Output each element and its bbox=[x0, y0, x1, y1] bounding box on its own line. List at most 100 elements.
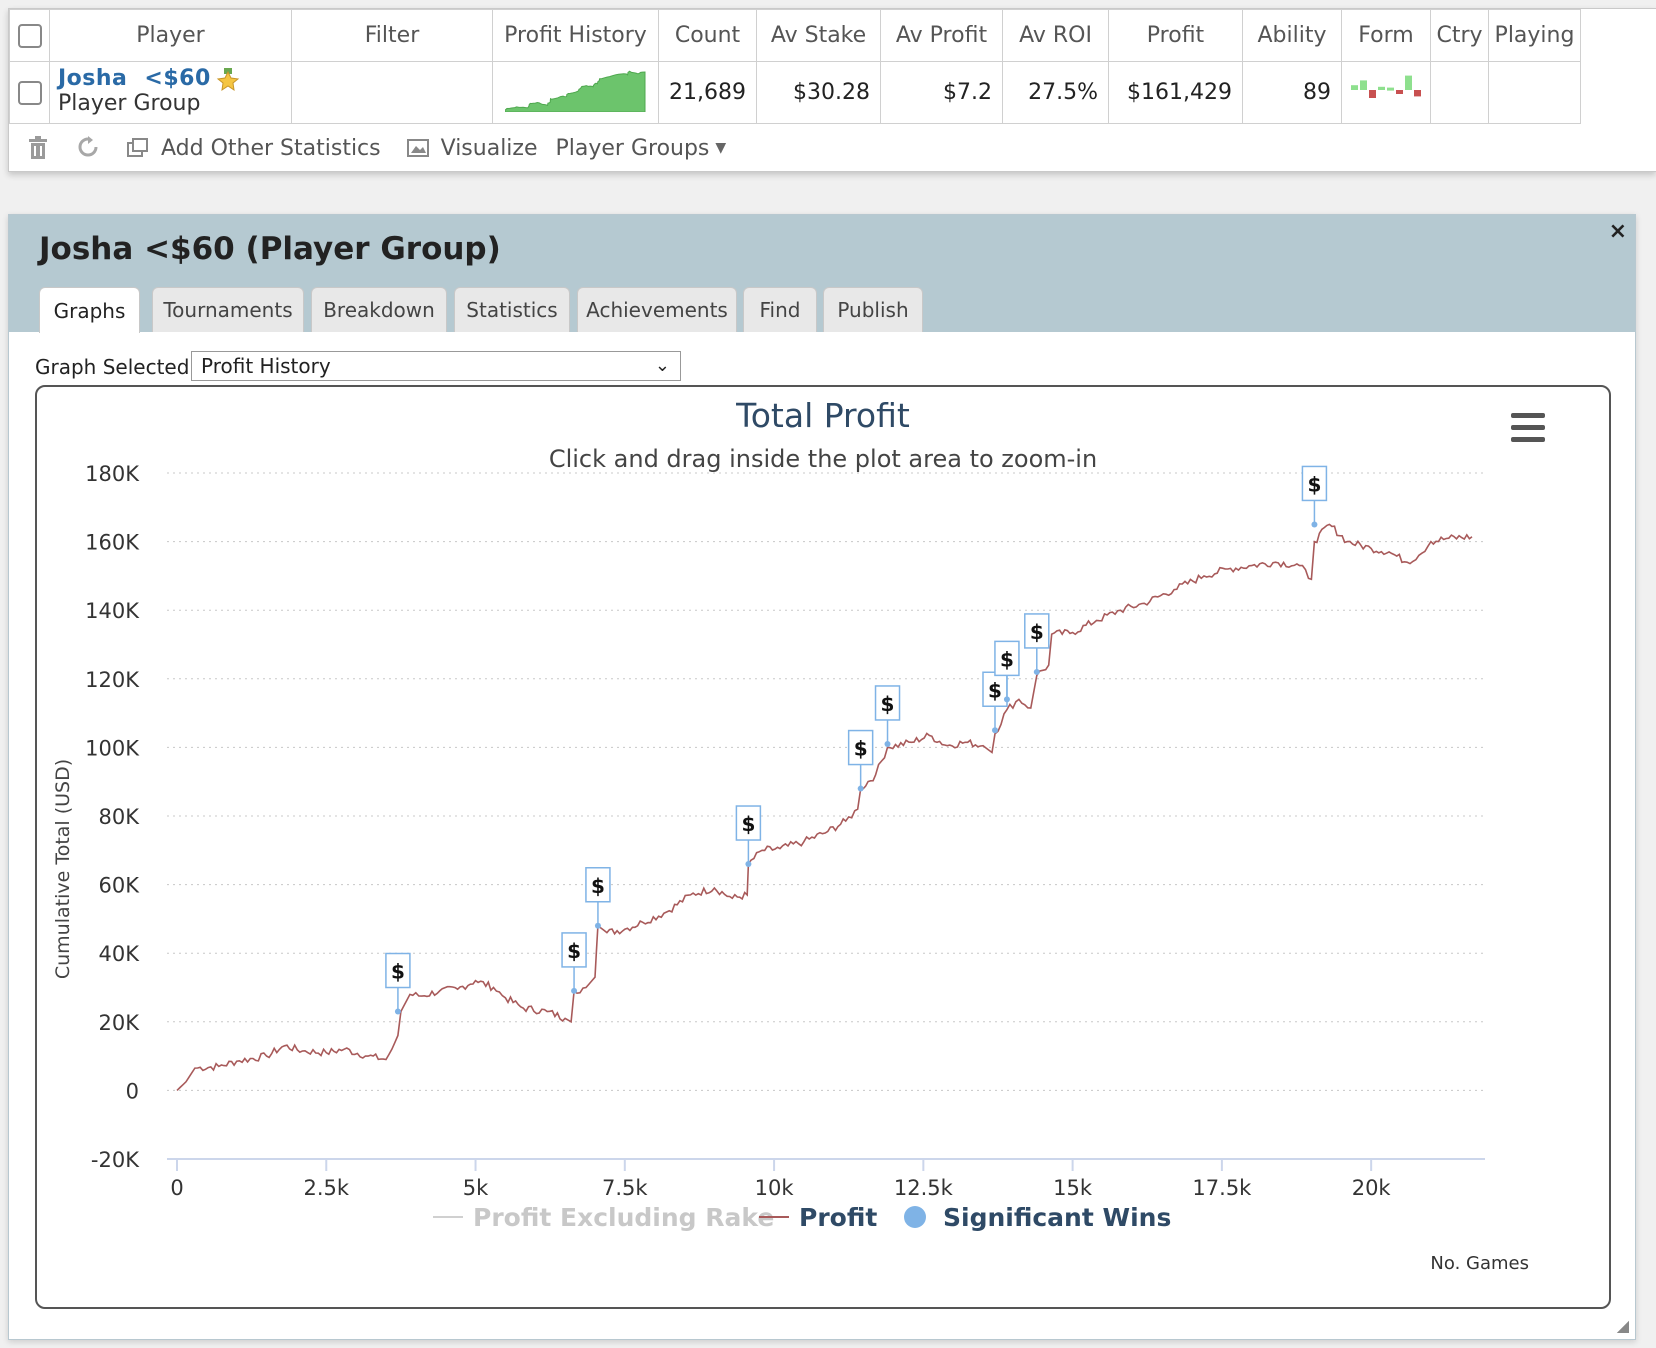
panel-header: Josha <$60 (Player Group) × Graphs Tourn… bbox=[9, 215, 1635, 333]
tab-publish[interactable]: Publish bbox=[823, 287, 923, 332]
player-groups-dropdown[interactable]: Player Groups bbox=[555, 135, 710, 161]
y-tick-label: 0 bbox=[126, 1079, 139, 1103]
tab-achievements[interactable]: Achievements bbox=[577, 287, 737, 332]
significant-win-flag[interactable]: $ bbox=[847, 729, 874, 792]
close-icon[interactable]: × bbox=[1608, 219, 1627, 244]
select-all-checkbox[interactable] bbox=[17, 24, 42, 48]
graph-selected-label: Graph Selected: bbox=[35, 355, 197, 379]
svg-text:Profit: Profit bbox=[799, 1203, 877, 1232]
visualize-button[interactable]: Visualize bbox=[440, 135, 538, 161]
svg-text:$: $ bbox=[881, 692, 895, 716]
y-tick-label: 80K bbox=[99, 805, 141, 829]
count-cell: 21,689 bbox=[658, 61, 757, 124]
ctry-cell bbox=[1430, 61, 1489, 124]
col-header-ctry[interactable]: Ctry bbox=[1430, 9, 1489, 62]
menu-icon[interactable] bbox=[1511, 413, 1545, 442]
player-limit-link[interactable]: <$60 bbox=[144, 65, 211, 91]
chart-container: Total Profit Click and drag inside the p… bbox=[35, 385, 1611, 1309]
y-axis-label: Cumulative Total (USD) bbox=[52, 759, 74, 979]
col-header-av-roi[interactable]: Av ROI bbox=[1002, 9, 1109, 62]
star-badge-icon bbox=[216, 68, 240, 92]
tab-graphs[interactable]: Graphs bbox=[39, 287, 140, 333]
sparkline-area bbox=[504, 70, 645, 112]
profit-history-sparkline[interactable] bbox=[504, 68, 647, 112]
form-bar bbox=[1414, 89, 1421, 96]
profit-history-cell[interactable] bbox=[492, 61, 659, 124]
svg-text:$: $ bbox=[1307, 472, 1321, 496]
y-tick-label: 20K bbox=[99, 1011, 141, 1035]
form-bars bbox=[1351, 75, 1421, 98]
svg-text:$: $ bbox=[854, 737, 868, 761]
col-header-count[interactable]: Count bbox=[658, 9, 757, 62]
col-header-profit[interactable]: Profit bbox=[1108, 9, 1243, 62]
add-stats-icon[interactable] bbox=[127, 138, 149, 158]
select-all-cell bbox=[9, 9, 50, 62]
significant-win-flag[interactable]: $ bbox=[994, 640, 1020, 703]
significant-win-flag[interactable]: $ bbox=[1024, 613, 1050, 675]
av-stake-cell: $30.28 bbox=[756, 61, 881, 124]
chart-legend: Profit Excluding Rake Profit Significant W… bbox=[433, 1203, 1171, 1232]
y-tick-label: 160K bbox=[85, 531, 140, 555]
form-bar bbox=[1360, 79, 1367, 90]
svg-text:Significant Wins: Significant Wins bbox=[943, 1203, 1171, 1232]
x-tick-label: 15k bbox=[1053, 1176, 1093, 1200]
col-header-playing[interactable]: Playing bbox=[1488, 9, 1581, 62]
x-tick-label: 5k bbox=[463, 1176, 489, 1200]
player-name-link[interactable]: Josha bbox=[58, 65, 128, 91]
y-tick-label: 180K bbox=[85, 462, 140, 486]
graph-select-value: Profit History bbox=[201, 354, 331, 378]
significant-win-flag[interactable]: $ bbox=[385, 952, 411, 1015]
significant-win-flag[interactable]: $ bbox=[1301, 465, 1328, 528]
significant-win-flag[interactable]: $ bbox=[561, 932, 587, 994]
col-header-av-profit[interactable]: Av Profit bbox=[880, 9, 1003, 62]
significant-win-flag[interactable]: $ bbox=[735, 805, 762, 868]
tab-find[interactable]: Find bbox=[743, 287, 817, 332]
row-checkbox[interactable] bbox=[17, 81, 42, 105]
form-bar bbox=[1378, 86, 1385, 90]
trash-icon[interactable] bbox=[27, 136, 49, 160]
table-row[interactable]: Josha <$60 Player Group 21,689 $30.28 $7… bbox=[9, 61, 1581, 124]
legend-item[interactable]: Profit Excluding Rake bbox=[433, 1203, 774, 1232]
x-tick-label: 12.5k bbox=[894, 1176, 954, 1200]
y-tick-label: 60K bbox=[99, 874, 141, 898]
player-cell: Josha <$60 Player Group bbox=[49, 61, 292, 124]
tab-breakdown[interactable]: Breakdown bbox=[311, 287, 447, 332]
svg-text:$: $ bbox=[567, 939, 581, 963]
significant-win-flag[interactable]: $ bbox=[982, 671, 1008, 734]
player-type-label: Player Group bbox=[58, 90, 201, 116]
col-header-filter[interactable]: Filter bbox=[291, 9, 493, 62]
av-roi-cell: 27.5% bbox=[1002, 61, 1109, 124]
col-header-form[interactable]: Form bbox=[1341, 9, 1431, 62]
profit-chart[interactable]: Total Profit Click and drag inside the p… bbox=[37, 387, 1609, 1307]
stats-toolbar: Add Other Statistics Visualize Player Gr… bbox=[9, 125, 1656, 171]
col-header-player[interactable]: Player bbox=[49, 9, 292, 62]
col-header-profit-history[interactable]: Profit History bbox=[492, 9, 659, 62]
tab-tournaments[interactable]: Tournaments bbox=[152, 287, 304, 332]
refresh-icon[interactable] bbox=[77, 136, 99, 160]
chevron-down-icon[interactable]: ▼ bbox=[715, 140, 727, 156]
col-header-ability[interactable]: Ability bbox=[1242, 9, 1342, 62]
tab-statistics[interactable]: Statistics bbox=[454, 287, 570, 332]
x-tick-label: 0 bbox=[170, 1176, 183, 1200]
significant-win-flag[interactable]: $ bbox=[874, 685, 901, 747]
y-tick-label: 120K bbox=[85, 668, 140, 692]
col-header-av-stake[interactable]: Av Stake bbox=[756, 9, 881, 62]
filter-cell[interactable] bbox=[291, 61, 493, 124]
x-tick-label: 10k bbox=[755, 1176, 795, 1200]
legend-item[interactable]: Profit bbox=[759, 1203, 877, 1232]
chart-title: Total Profit bbox=[735, 396, 910, 435]
legend-item[interactable]: Significant Wins bbox=[904, 1203, 1171, 1232]
graph-select-dropdown[interactable]: Profit History ⌄ bbox=[191, 351, 681, 381]
av-profit-cell: $7.2 bbox=[880, 61, 1003, 124]
chevron-down-icon[interactable]: ⌄ bbox=[654, 355, 670, 376]
add-other-statistics-button[interactable]: Add Other Statistics bbox=[161, 135, 381, 161]
row-select-cell bbox=[9, 61, 50, 124]
significant-win-flag[interactable]: $ bbox=[585, 867, 611, 929]
stats-panel: Player Filter Profit History Count Av St… bbox=[8, 8, 1656, 172]
ability-cell: 89 bbox=[1242, 61, 1342, 124]
resize-handle-icon[interactable]: ◢ bbox=[1616, 1316, 1629, 1335]
stats-table: Player Filter Profit History Count Av St… bbox=[9, 9, 1581, 124]
svg-text:Profit Excluding Rake: Profit Excluding Rake bbox=[473, 1203, 774, 1232]
form-bar bbox=[1369, 89, 1376, 98]
visualize-icon[interactable] bbox=[406, 138, 429, 158]
